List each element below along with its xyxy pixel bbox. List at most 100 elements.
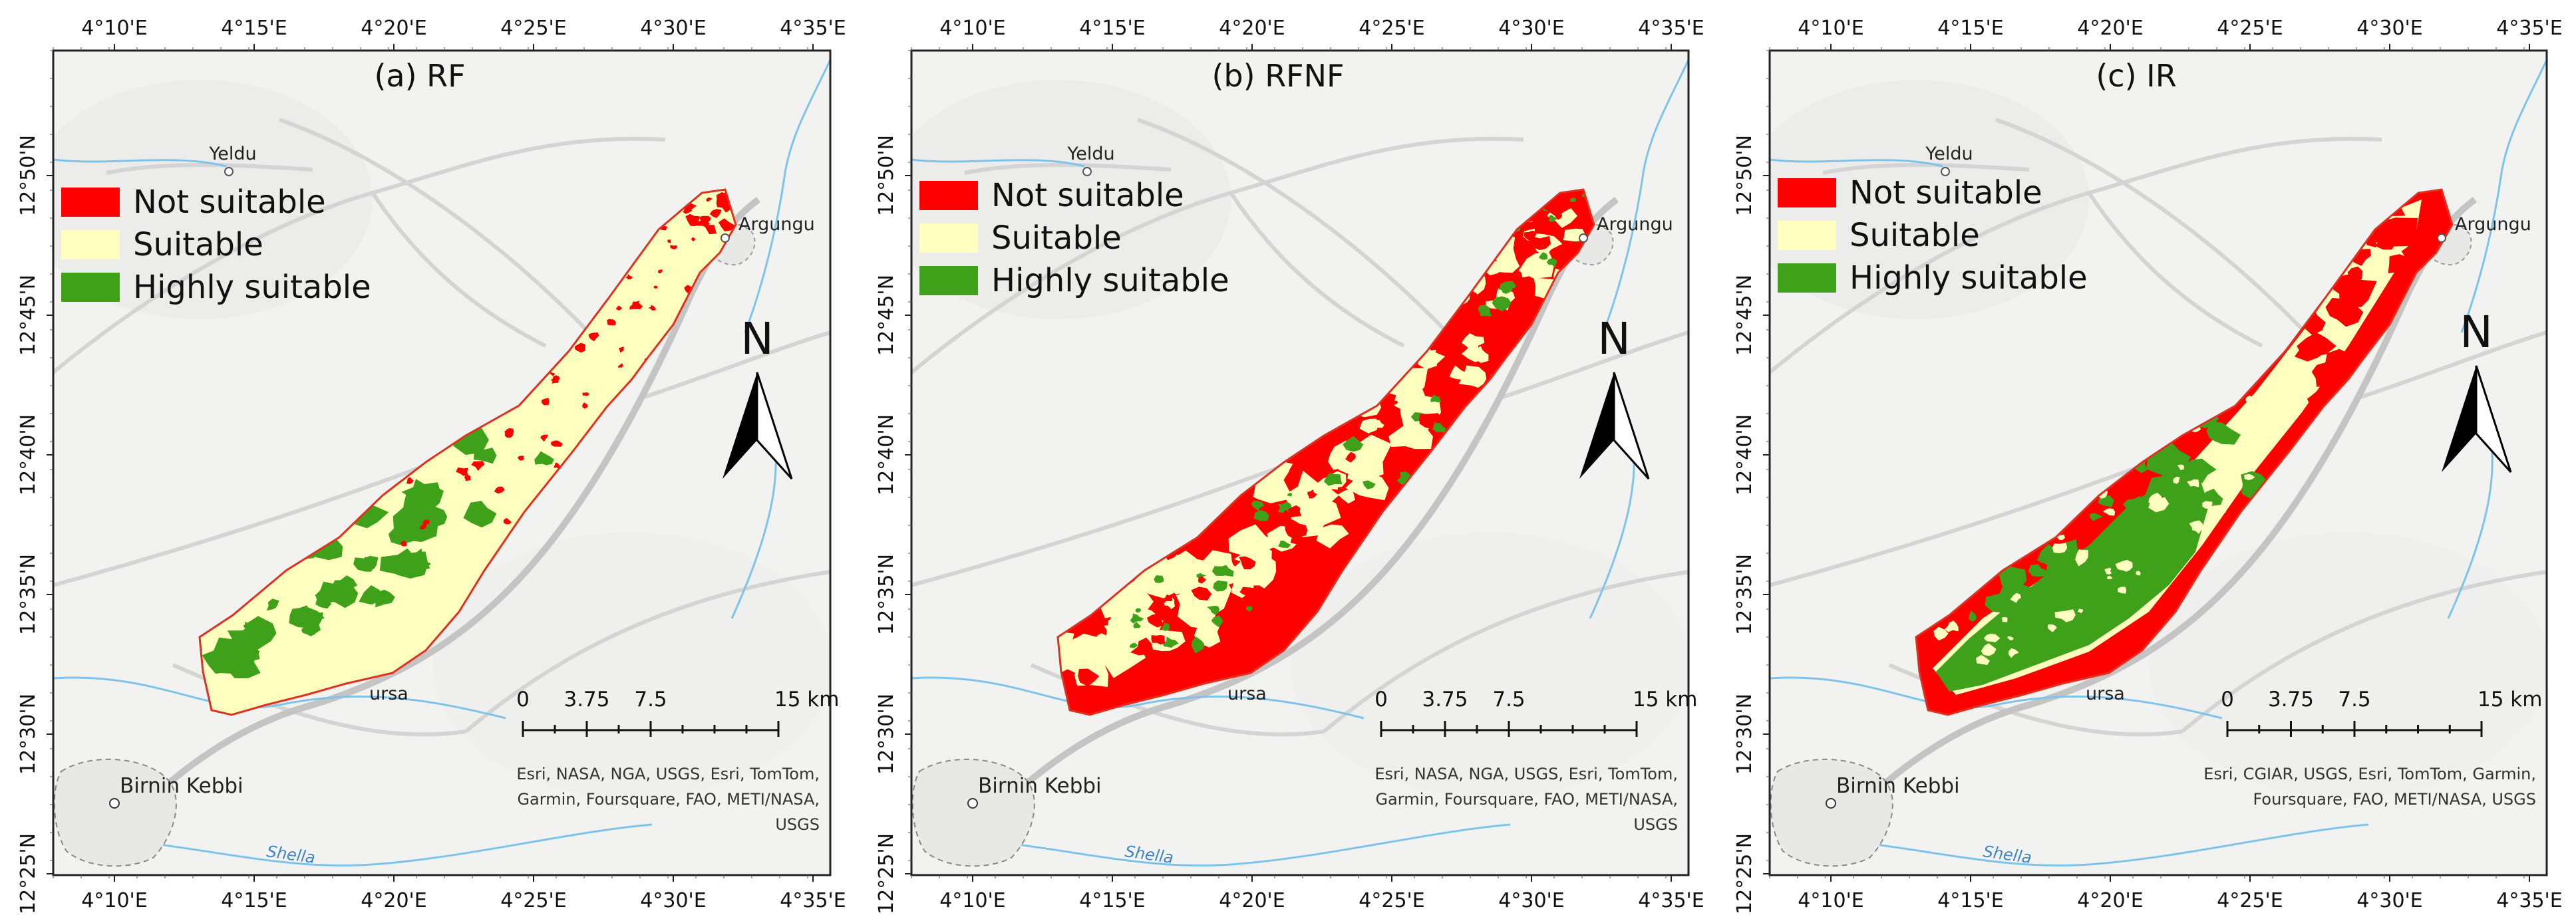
not-suitable-patch	[619, 346, 624, 353]
place-label-ursa: ursa	[1227, 684, 1267, 704]
river-line	[1809, 823, 2369, 867]
river-line	[92, 823, 653, 867]
legend-swatch	[61, 273, 120, 302]
highly-suitable-patch	[1478, 305, 1492, 317]
legend-label: Highly suitable	[133, 269, 371, 306]
scale-label: 3.75	[1422, 688, 1468, 712]
highly-suitable-patch	[1323, 473, 1343, 486]
lon-label-top: 4°25'E	[2217, 17, 2283, 40]
not-suitable-patch	[471, 461, 485, 471]
suitable-patch	[2136, 571, 2141, 576]
river-line	[53, 158, 227, 168]
scale-label: 15 km	[2478, 688, 2542, 712]
road-line	[2087, 192, 2263, 348]
graticule: 4°10'E 4°10'E 4°15'E 4°15'E 4°20'E 4°20'E 4°25…	[17, 17, 846, 914]
lon-label-bottom: 4°15'E	[1079, 889, 1145, 912]
north-arrow-right	[2475, 365, 2512, 473]
suitable-patch	[1388, 420, 1433, 450]
suitable-patch	[2221, 446, 2235, 454]
lon-label-bottom: 4°30'E	[640, 889, 706, 912]
lon-label-bottom: 4°15'E	[1937, 889, 2003, 912]
highly-suitable-patch	[2089, 513, 2104, 521]
north-arrow-right	[756, 372, 793, 480]
lon-label-top: 4°20'E	[2077, 17, 2143, 40]
legend-swatch	[919, 181, 978, 210]
highly-suitable-patch	[2098, 495, 2114, 507]
river-line	[1770, 158, 1943, 168]
highly-suitable-patch	[1162, 636, 1179, 648]
highly-suitable-patch	[227, 623, 264, 659]
attribution-line: Foursquare, FAO, METI/NASA, USGS	[2253, 790, 2536, 809]
road-line	[911, 463, 1285, 587]
lat-label: 12°40'N	[1733, 414, 1756, 495]
highly-suitable-patch	[374, 589, 395, 608]
suitable-patch	[2001, 616, 2008, 622]
not-suitable-patch	[494, 486, 505, 494]
lon-label-top: 4°35'E	[780, 17, 846, 40]
not-suitable-patch	[456, 467, 468, 476]
not-suitable-patch	[2422, 205, 2452, 231]
lon-label-top: 4°25'E	[1359, 17, 1424, 40]
place-marker	[2437, 233, 2446, 243]
highly-suitable-patch	[1253, 510, 1269, 521]
map-panel-rf: 4°10'E 4°10'E 4°15'E 4°15'E 4°20'E 4°20'E 4°25…	[0, 0, 846, 919]
terrain-shade	[53, 80, 373, 319]
scale-label: 0	[1374, 688, 1388, 712]
not-suitable-patch	[406, 477, 414, 484]
highly-suitable-patch	[1363, 480, 1376, 489]
not-suitable-patch	[2404, 233, 2421, 247]
legend-label: Not suitable	[133, 184, 326, 221]
scale-bar: 0 3.75 7.5 15 km	[2221, 688, 2542, 737]
not-suitable-patch	[2401, 240, 2424, 258]
not-suitable-patch	[1555, 213, 1563, 220]
highly-suitable-patch	[1251, 500, 1265, 511]
place-marker	[1082, 167, 1092, 176]
not-suitable-patch	[1418, 413, 1442, 430]
not-suitable-patch	[1239, 556, 1256, 570]
panel-title: (a) RF	[374, 58, 465, 94]
lat-label: 12°35'N	[875, 554, 898, 635]
lon-label-bottom: 4°10'E	[1798, 889, 1863, 912]
panel-title: (c) IR	[2096, 58, 2176, 94]
lon-label-bottom: 4°20'E	[2077, 889, 2143, 912]
suitable-patch	[1359, 418, 1379, 434]
attribution: Esri, NASA, NGA, USGS, Esri, TomTom, Garm…	[516, 765, 820, 834]
terrain-shade	[1770, 80, 2089, 319]
attribution-line: Esri, NASA, NGA, USGS, Esri, TomTom,	[1374, 765, 1678, 783]
terrain-shade	[1291, 532, 1689, 798]
not-suitable-patch	[542, 398, 550, 406]
scale-label: 7.5	[1492, 688, 1525, 712]
highly-suitable-patch	[1211, 615, 1223, 628]
not-suitable-patch	[1307, 489, 1317, 499]
map-frame	[910, 49, 1690, 876]
highly-suitable-patch	[1161, 622, 1170, 631]
not-suitable-patch	[582, 402, 588, 409]
place-label-argungu: Argungu	[2455, 214, 2531, 235]
lon-label-bottom: 4°25'E	[1359, 889, 1424, 912]
not-suitable-patch	[1151, 634, 1165, 645]
lat-label: 12°40'N	[17, 414, 40, 495]
suitable-patch	[1975, 654, 1990, 665]
river-line	[951, 823, 1511, 867]
suitable-patch	[1461, 346, 1487, 362]
highly-suitable-patch	[1569, 197, 1577, 203]
suitable-patch	[1106, 604, 1153, 649]
legend-label: Suitable	[133, 226, 263, 263]
north-arrow-icon: N	[2442, 307, 2512, 473]
scale-label: 7.5	[634, 688, 667, 712]
highly-suitable-patch	[2099, 530, 2149, 569]
highway-line	[117, 197, 761, 834]
not-suitable-patch	[667, 239, 671, 243]
not-suitable-patch	[1528, 241, 1537, 248]
not-suitable-patch	[2325, 348, 2359, 373]
not-suitable-patch	[625, 274, 633, 280]
not-suitable-patch	[685, 213, 701, 226]
not-suitable-patch	[574, 342, 585, 353]
lon-label-top: 4°10'E	[81, 17, 147, 40]
place-label-ursa: ursa	[2086, 684, 2125, 704]
panel-title: (b) RFNF	[1211, 58, 1344, 94]
map-frame	[1768, 49, 2548, 876]
lon-label-bottom: 4°35'E	[2496, 889, 2562, 912]
attribution-line: Esri, NASA, NGA, USGS, Esri, TomTom,	[516, 765, 820, 783]
legend-swatch	[919, 266, 978, 295]
